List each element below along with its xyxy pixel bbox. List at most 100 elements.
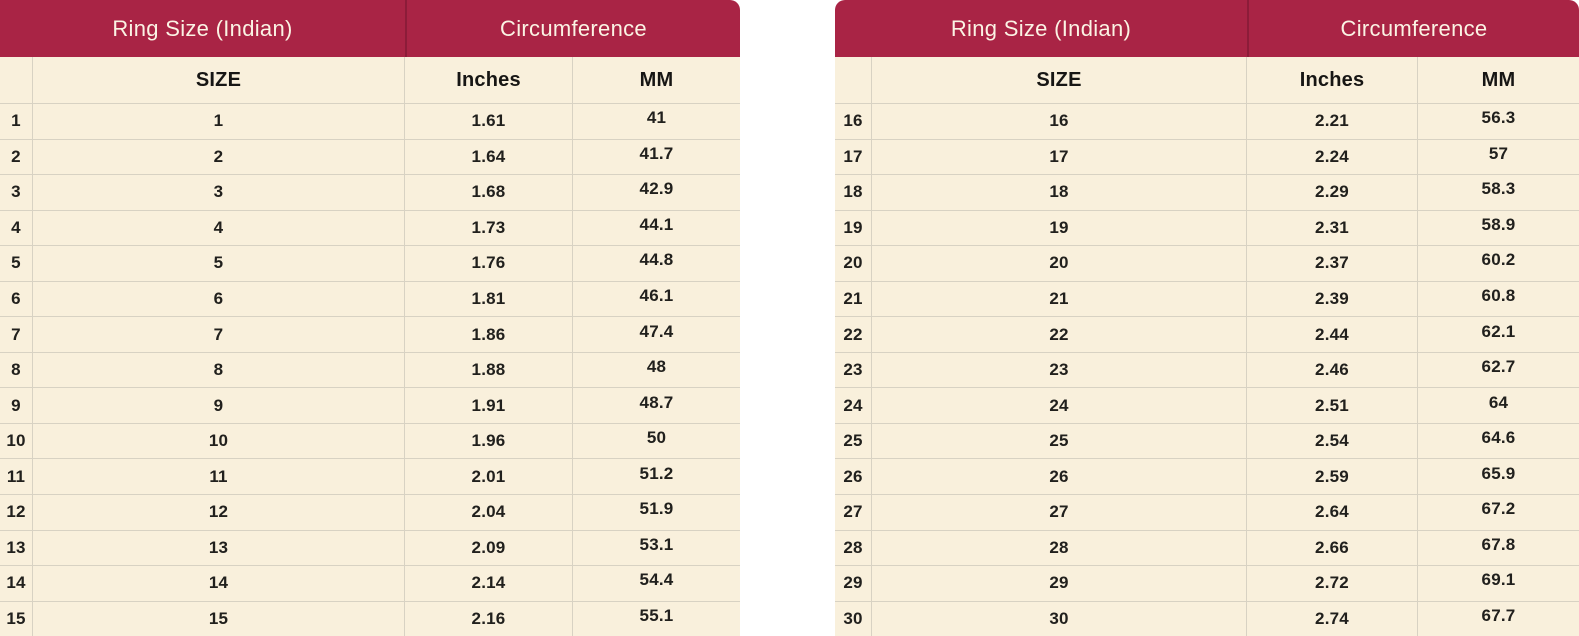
size-cell: 13 <box>33 530 405 566</box>
inches-cell: 2.74 <box>1247 601 1418 636</box>
inches-cell: 2.24 <box>1247 139 1418 175</box>
table-row: 15 15 2.16 55.1 <box>0 600 740 636</box>
mm-cell: 48 <box>646 357 667 377</box>
mm-cell: 67.2 <box>1481 499 1516 519</box>
row-index-cell: 21 <box>835 281 872 317</box>
table-row: 14 14 2.14 54.4 <box>0 565 740 601</box>
row-index-cell: 20 <box>835 246 872 281</box>
table-row: 8 8 1.88 48 <box>0 351 740 388</box>
mm-cell: 56.3 <box>1481 108 1516 128</box>
table-row: 1 1 1.61 41 <box>0 103 740 139</box>
column-header-blank <box>835 57 872 103</box>
table-row: 3 3 1.68 42.9 <box>0 174 740 210</box>
inches-cell: 2.16 <box>405 601 573 636</box>
inches-cell: 2.44 <box>1247 317 1418 352</box>
table-row: 25 25 2.54 64.6 <box>835 422 1579 459</box>
size-cell: 20 <box>872 246 1247 281</box>
row-index-cell: 11 <box>0 459 33 495</box>
size-cell: 18 <box>872 175 1247 210</box>
inches-cell: 2.46 <box>1247 352 1418 388</box>
row-index-cell: 4 <box>0 210 33 246</box>
size-cell: 4 <box>33 210 405 246</box>
table-row: 17 17 2.24 57 <box>835 138 1579 175</box>
size-cell: 21 <box>872 281 1247 317</box>
inches-cell: 2.66 <box>1247 530 1418 566</box>
size-cell: 29 <box>872 566 1247 601</box>
column-header-inches: Inches <box>405 57 573 103</box>
mm-cell: 41 <box>646 108 667 128</box>
row-index-cell: 27 <box>835 495 872 530</box>
row-index-cell: 2 <box>0 139 33 175</box>
row-index-cell: 28 <box>835 530 872 566</box>
mm-cell: 47.4 <box>639 321 674 341</box>
inches-cell: 2.01 <box>405 459 573 495</box>
header-ring-size-indian: Ring Size (Indian) <box>112 15 293 41</box>
column-header-size: SIZE <box>872 57 1247 103</box>
inches-cell: 1.88 <box>405 352 573 388</box>
size-cell: 10 <box>33 423 405 459</box>
inches-cell: 2.51 <box>1247 388 1418 423</box>
ring-size-table-16-30: Ring Size (Indian) Circumference SIZE In… <box>835 0 1579 636</box>
table-row: 6 6 1.81 46.1 <box>0 280 740 317</box>
row-index-cell: 25 <box>835 423 872 459</box>
table-row: 20 20 2.37 60.2 <box>835 245 1579 281</box>
mm-cell: 64 <box>1488 392 1509 412</box>
table-row: 29 29 2.72 69.1 <box>835 565 1579 601</box>
size-cell: 22 <box>872 317 1247 352</box>
inches-cell: 2.09 <box>405 530 573 566</box>
mm-cell: 41.7 <box>639 143 674 163</box>
table-row: 13 13 2.09 53.1 <box>0 529 740 566</box>
table-row: 10 10 1.96 50 <box>0 422 740 459</box>
mm-cell: 60.2 <box>1481 250 1516 270</box>
mm-cell: 58.3 <box>1481 179 1516 199</box>
size-cell: 11 <box>33 459 405 495</box>
inches-cell: 1.91 <box>405 388 573 423</box>
row-index-cell: 23 <box>835 352 872 388</box>
inches-cell: 1.73 <box>405 210 573 246</box>
header-divider <box>405 0 407 57</box>
row-index-cell: 9 <box>0 388 33 423</box>
row-index-cell: 18 <box>835 175 872 210</box>
header-divider <box>1247 0 1249 57</box>
size-cell: 5 <box>33 246 405 281</box>
table-row: 21 21 2.39 60.8 <box>835 280 1579 317</box>
size-cell: 12 <box>33 495 405 530</box>
inches-cell: 1.86 <box>405 317 573 352</box>
size-cell: 3 <box>33 175 405 210</box>
inches-cell: 1.64 <box>405 139 573 175</box>
row-index-cell: 6 <box>0 281 33 317</box>
column-header-inches: Inches <box>1247 57 1418 103</box>
mm-cell: 58.9 <box>1481 214 1516 234</box>
table-row: 19 19 2.31 58.9 <box>835 209 1579 246</box>
table-row: 2 2 1.64 41.7 <box>0 138 740 175</box>
table-header-band: Ring Size (Indian) Circumference <box>0 0 740 57</box>
size-cell: 26 <box>872 459 1247 495</box>
size-cell: 15 <box>33 601 405 636</box>
inches-cell: 2.14 <box>405 566 573 601</box>
table-body: 16 16 2.21 56.3 17 17 2.24 57 18 18 2.29 58.3 19 19 2.… <box>835 103 1579 636</box>
table-row: 5 5 1.76 44.8 <box>0 245 740 281</box>
size-cell: 8 <box>33 352 405 388</box>
column-header-mm: MM <box>1481 68 1516 91</box>
row-index-cell: 30 <box>835 601 872 636</box>
row-index-cell: 13 <box>0 530 33 566</box>
size-cell: 1 <box>33 104 405 139</box>
row-index-cell: 7 <box>0 317 33 352</box>
column-headers: SIZE Inches MM <box>835 57 1579 103</box>
mm-cell: 62.7 <box>1481 357 1516 377</box>
inches-cell: 1.81 <box>405 281 573 317</box>
inches-cell: 2.29 <box>1247 175 1418 210</box>
size-cell: 17 <box>872 139 1247 175</box>
row-index-cell: 14 <box>0 566 33 601</box>
inches-cell: 2.37 <box>1247 246 1418 281</box>
mm-cell: 57 <box>1488 143 1509 163</box>
size-cell: 25 <box>872 423 1247 459</box>
table-row: 24 24 2.51 64 <box>835 387 1579 423</box>
header-circumference: Circumference <box>500 15 647 41</box>
mm-cell: 54.4 <box>639 570 674 590</box>
header-ring-size-indian: Ring Size (Indian) <box>950 15 1132 41</box>
inches-cell: 2.72 <box>1247 566 1418 601</box>
row-index-cell: 5 <box>0 246 33 281</box>
size-cell: 7 <box>33 317 405 352</box>
